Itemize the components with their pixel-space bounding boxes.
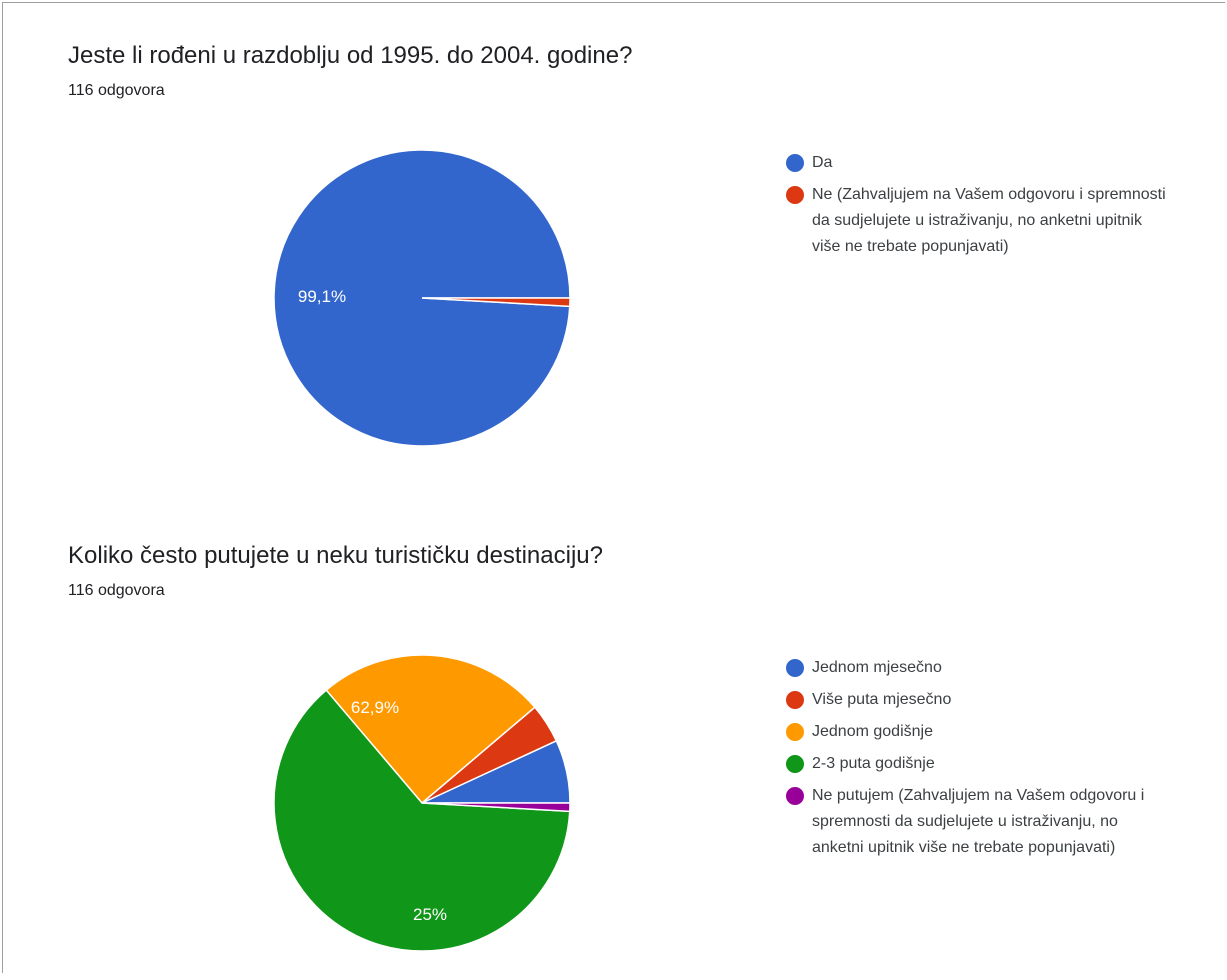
legend-label: Ne (Zahvaljujem na Vašem odgovoru i spre… <box>812 186 1166 255</box>
legend-label: 2-3 puta godišnje <box>812 755 935 772</box>
legend-swatch <box>786 723 804 741</box>
question-title: Koliko često putujete u neku turističku … <box>68 542 603 569</box>
legend-item-jednom-mjesecno[interactable]: Jednom mjesečno <box>786 655 1166 681</box>
legend-item-da[interactable]: Da <box>786 150 1166 176</box>
response-count: 116 odgovora <box>68 582 165 599</box>
legend-item-vise-puta-mjesecno[interactable]: Više puta mjesečno <box>786 687 1166 713</box>
legend-label: Jednom mjesečno <box>812 659 942 676</box>
legend-label: Više puta mjesečno <box>812 691 952 708</box>
slice-label: 25% <box>413 905 447 924</box>
question-card-birth-period: Jeste li rođeni u razdoblju od 1995. do … <box>0 0 1227 480</box>
legend-swatch <box>786 691 804 709</box>
legend-swatch <box>786 186 804 204</box>
legend-swatch <box>786 659 804 677</box>
slice-label: 99,1% <box>298 287 346 306</box>
legend-swatch <box>786 154 804 172</box>
question-card-travel-frequency: Koliko često putujete u neku turističku … <box>0 500 1227 980</box>
legend-swatch <box>786 755 804 773</box>
chart-legend: Da Ne (Zahvaljujem na Vašem odgovoru i s… <box>786 150 1166 266</box>
legend-label: Jednom godišnje <box>812 723 933 740</box>
pie-chart: 99,1% <box>273 149 571 447</box>
legend-swatch <box>786 787 804 805</box>
pie-slice[interactable] <box>421 297 571 308</box>
legend-item-jednom-godisnje[interactable]: Jednom godišnje <box>786 719 1166 745</box>
pie-chart: 25% 62,9% <box>273 654 571 952</box>
legend-label: Da <box>812 154 833 171</box>
legend-item-ne-putujem[interactable]: Ne putujem (Zahvaljujem na Vašem odgovor… <box>786 783 1166 861</box>
question-title: Jeste li rođeni u razdoblju od 1995. do … <box>68 42 633 69</box>
pie-slice[interactable] <box>325 654 536 805</box>
legend-label: Ne putujem (Zahvaljujem na Vašem odgovor… <box>812 787 1145 856</box>
slice-label: 62,9% <box>351 698 399 717</box>
pie-slice[interactable] <box>421 802 571 813</box>
legend-item-2-3-puta-godisnje[interactable]: 2-3 puta godišnje <box>786 751 1166 777</box>
chart-legend: Jednom mjesečno Više puta mjesečno Jedno… <box>786 655 1166 867</box>
response-count: 116 odgovora <box>68 82 165 99</box>
legend-item-ne[interactable]: Ne (Zahvaljujem na Vašem odgovoru i spre… <box>786 182 1166 260</box>
pie-slice[interactable] <box>273 689 571 952</box>
